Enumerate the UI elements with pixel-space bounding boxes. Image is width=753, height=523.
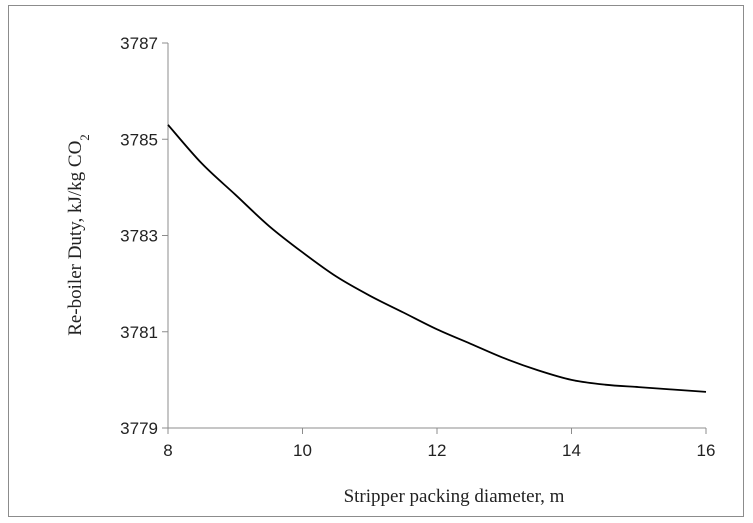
y-tick-label: 3783 xyxy=(120,227,158,246)
chart-frame xyxy=(8,5,744,517)
x-tick-label: 8 xyxy=(163,441,172,460)
x-tick-label: 16 xyxy=(697,441,716,460)
y-tick-label: 3781 xyxy=(120,323,158,342)
y-tick-label: 3779 xyxy=(120,419,158,438)
y-axis-title-main: Re-boiler Duty, kJ/kg CO xyxy=(65,141,86,336)
y-axis-title-subscript: 2 xyxy=(77,134,92,141)
y-tick-label: 3787 xyxy=(120,34,158,53)
y-axis-title: Re-boiler Duty, kJ/kg CO2 xyxy=(65,134,92,336)
series-layer xyxy=(167,124,707,393)
ticks: 3779 3781 3783 3785 3787 8 10 12 14 16 xyxy=(120,34,715,460)
axes xyxy=(167,43,706,429)
x-tick-label: 14 xyxy=(562,441,581,460)
x-axis-title: Stripper packing diameter, m xyxy=(344,486,565,507)
y-tick-label: 3785 xyxy=(120,130,158,149)
x-tick-label: 12 xyxy=(428,441,447,460)
series-line xyxy=(167,124,707,393)
x-tick-label: 10 xyxy=(293,441,312,460)
